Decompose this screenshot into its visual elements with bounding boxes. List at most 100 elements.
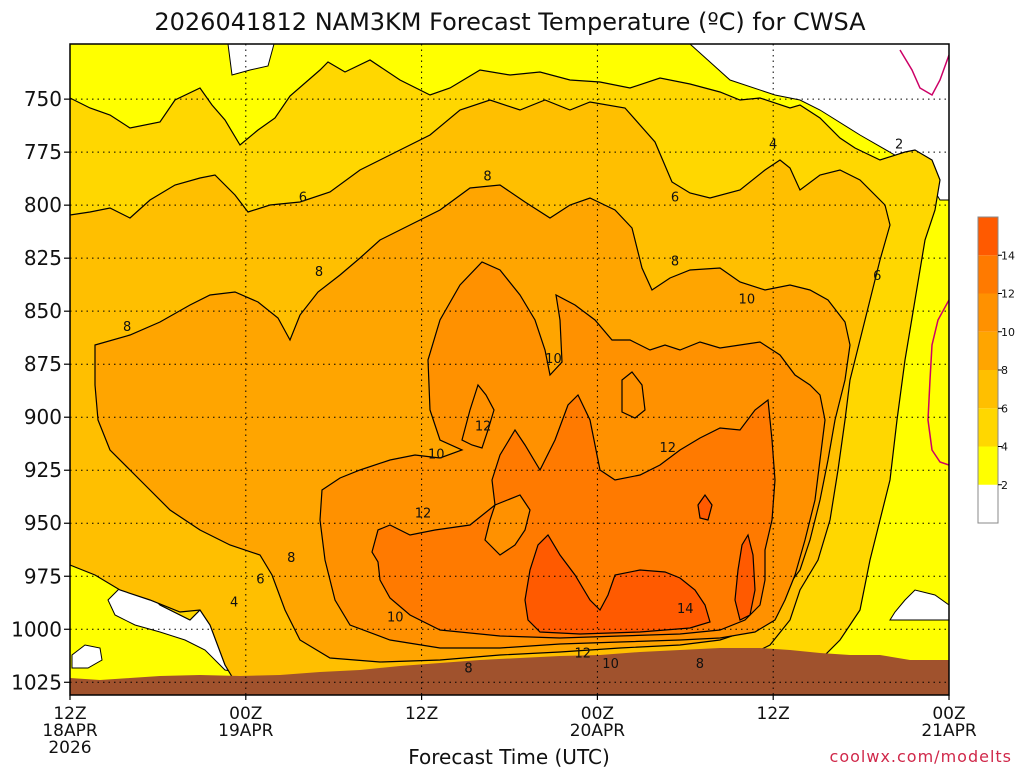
colorbar-swatch [978, 255, 998, 294]
contour-label: 12 [659, 441, 676, 456]
contour-label: 14 [677, 602, 694, 617]
x-axis-label: Forecast Time (UTC) [408, 745, 610, 768]
contour-label-text: 10 [428, 447, 445, 462]
contour-label: 6 [256, 572, 264, 587]
y-axis: 750 775 800 825 850 875 900 925 950 975 1000 1025 [11, 87, 70, 694]
x-tick-label: 20APR [570, 721, 626, 741]
contour-label-text: 10 [545, 352, 562, 367]
colorbar-label: 4 [1001, 441, 1008, 454]
colorbar-swatch [978, 331, 998, 370]
contour-label-text: 6 [299, 191, 307, 206]
grid [70, 44, 949, 695]
contour-label-text: 10 [739, 292, 756, 307]
colorbar-label: 14 [1001, 249, 1015, 262]
band-14-plus [524, 534, 711, 635]
contour-label-text: 6 [671, 191, 679, 206]
colorbar-label: 2 [1001, 479, 1008, 492]
x-tick-label: 12Z [53, 704, 86, 724]
colorbar-label: 6 [1001, 402, 1008, 415]
y-tick-label: 1025 [11, 670, 62, 694]
chart-title: 2026041812 NAM3KM Forecast Temperature (… [154, 8, 866, 36]
y-tick-label: 750 [24, 87, 62, 111]
x-tick-label: 00Z [932, 704, 965, 724]
x-tick-label: 21APR [921, 721, 977, 741]
contour-label-text: 12 [574, 647, 591, 662]
band-10-12-finger [461, 383, 495, 449]
y-tick-label: 950 [24, 511, 62, 535]
contour-label-text: 12 [659, 441, 676, 456]
contour-label: 2 [895, 138, 903, 153]
contour-labels: 2 4 4 6 6 6 6 8 8 8 8 8 8 8 10 10 10 10 10 12 12 12 12 14 [123, 138, 903, 677]
contour-label: 10 [739, 292, 756, 307]
contour-label: 8 [483, 169, 491, 184]
colorbar-swatch [978, 370, 998, 409]
x-tick-label: 12Z [757, 704, 790, 724]
contour-label-text: 12 [475, 420, 492, 435]
x-tick-label: 19APR [218, 721, 274, 741]
contour-label-text: 10 [602, 657, 619, 672]
band-14-plus-pocket-2 [697, 493, 713, 521]
contour-label: 12 [574, 647, 591, 662]
contour-label: 8 [287, 551, 295, 566]
band-10-12-hole [484, 494, 531, 556]
y-tick-label: 800 [24, 193, 62, 217]
contour-label: 6 [299, 191, 307, 206]
colorbar-swatch [978, 293, 998, 332]
colorbar-swatch [978, 446, 998, 485]
y-tick-label: 875 [24, 352, 62, 376]
contour-label: 12 [475, 420, 492, 435]
contour-label: 8 [123, 320, 131, 335]
x-tick-label: 2026 [48, 738, 91, 758]
band-10-12-hole-2 [621, 371, 646, 419]
contour-label: 4 [230, 596, 238, 611]
contour-label: 8 [464, 661, 472, 676]
x-tick-label: 18APR [42, 721, 98, 741]
y-tick-label: 925 [24, 458, 62, 482]
contour-label-text: 8 [287, 551, 295, 566]
contour-label: 12 [415, 507, 432, 522]
band-below-2-top-left [227, 44, 275, 76]
contour-label-text: 8 [671, 254, 679, 269]
y-tick-label: 1000 [11, 617, 62, 641]
contour-label-text: 6 [256, 572, 264, 587]
contour-label-text: 8 [464, 661, 472, 676]
y-tick-label: 975 [24, 564, 62, 588]
y-tick-label: 775 [24, 140, 62, 164]
plot-area: 2 4 4 6 6 6 6 8 8 8 8 8 8 8 10 10 10 10 10 12 12 12 12 14 [70, 44, 949, 695]
zero-isotherm-right [927, 299, 949, 466]
contour-label-text: 12 [415, 507, 432, 522]
y-tick-label: 850 [24, 299, 62, 323]
colorbar-swatch [978, 408, 998, 447]
contour-label-text: 4 [230, 596, 238, 611]
contour-label: 10 [545, 352, 562, 367]
colorbar-label: 8 [1001, 364, 1008, 377]
contour-label-text: 2 [895, 138, 903, 153]
zero-isotherm-top [899, 49, 949, 97]
band-14-plus-pocket [734, 533, 756, 621]
terrain [70, 648, 949, 695]
x-tick-label: 12Z [405, 704, 438, 724]
credit-text: coolwx.com/modelts [830, 747, 1012, 766]
band-below-2-top-right [689, 44, 949, 201]
colorbar-legend: 2 4 6 8 10 12 14 [977, 216, 1015, 524]
contour-label-text: 6 [873, 269, 881, 284]
contour-label: 10 [602, 657, 619, 672]
plot-frame [69, 43, 950, 696]
contour-label-text: 8 [315, 265, 323, 280]
contour-label: 6 [873, 269, 881, 284]
y-tick-label: 900 [24, 405, 62, 429]
contour-label: 8 [315, 265, 323, 280]
x-tick-label: 00Z [229, 704, 262, 724]
contour-label: 10 [428, 447, 445, 462]
contour-label: 4 [769, 138, 777, 153]
colorbar-label: 12 [1001, 288, 1015, 301]
contour-label: 6 [671, 191, 679, 206]
contour-label-text: 8 [123, 320, 131, 335]
contour-label: 10 [387, 611, 404, 626]
colorbar-swatch [978, 217, 998, 256]
colorbar-label: 10 [1001, 326, 1015, 339]
colorbar-swatch [978, 484, 998, 523]
y-tick-label: 825 [24, 246, 62, 270]
